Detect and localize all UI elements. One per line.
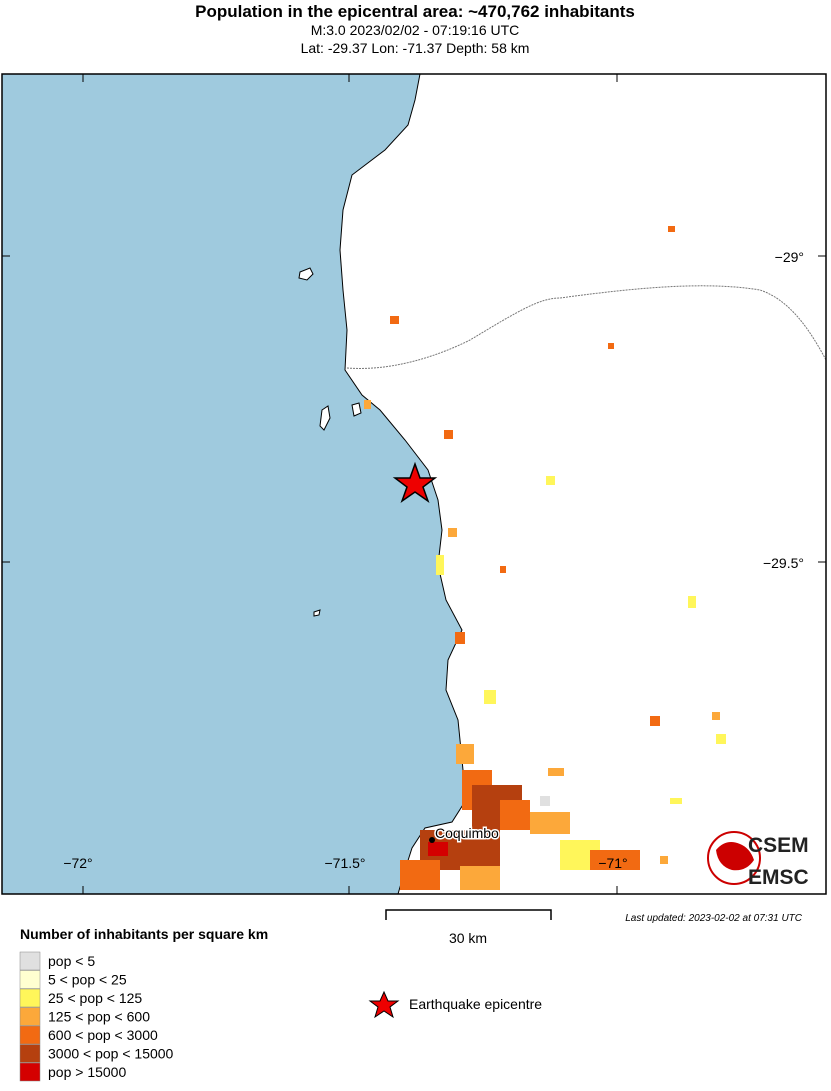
- epicentre: [392, 461, 438, 503]
- city-marker: [429, 837, 435, 843]
- frame: [1, 73, 827, 895]
- legend-label: 5 < pop < 25: [48, 972, 127, 988]
- lat-label: −29°: [775, 249, 804, 265]
- legend-swatch: [19, 988, 41, 1008]
- legend-swatch: [19, 970, 41, 989]
- logo-text: EMSC: [748, 866, 809, 889]
- legend-label: 25 < pop < 125: [48, 990, 142, 1006]
- logo: CSEM EMSC: [707, 831, 809, 889]
- event-info: M:3.0 2023/02/02 - 07:19:16 UTC: [311, 22, 520, 38]
- sea: [1, 73, 467, 895]
- ticks: [2, 74, 826, 894]
- legend-label: pop > 15000: [48, 1064, 126, 1080]
- islands: [298, 267, 362, 617]
- lon-label: −71°: [598, 855, 627, 871]
- legend-swatch: [19, 1044, 41, 1063]
- legend-label: 3000 < pop < 15000: [48, 1046, 174, 1062]
- legend-label: 125 < pop < 600: [48, 1009, 150, 1025]
- border: [346, 285, 827, 369]
- lon-label: −71.5°: [324, 855, 365, 871]
- legend-star: [368, 990, 400, 1019]
- legend-epicentre: Earthquake epicentre: [409, 996, 542, 1012]
- legend: Number of inhabitants per square km pop …: [19, 926, 542, 1082]
- scale-bar: 30 km: [385, 909, 552, 946]
- lat-label: −29.5°: [763, 555, 804, 571]
- population-cells: [364, 226, 726, 890]
- legend-swatch: [19, 1007, 41, 1026]
- map: Coquimbo −29° −29.5° −72° −71.5° −71° CS…: [1, 73, 827, 895]
- scale-label: 30 km: [449, 930, 487, 946]
- legend-swatch: [19, 1025, 41, 1045]
- title: Population in the epicentral area: ~470,…: [195, 2, 635, 21]
- location-info: Lat: -29.37 Lon: -71.37 Depth: 58 km: [301, 40, 530, 56]
- lon-label: −72°: [63, 855, 92, 871]
- legend-label: 600 < pop < 3000: [48, 1027, 158, 1043]
- updated: Last updated: 2023-02-02 at 07:31 UTC: [625, 913, 803, 924]
- logo-text: CSEM: [748, 834, 809, 857]
- legend-title: Number of inhabitants per square km: [20, 926, 268, 942]
- legend-swatch: [19, 951, 41, 971]
- legend-label: pop < 5: [48, 953, 95, 969]
- legend-swatch: [19, 1062, 41, 1082]
- city-label: Coquimbo: [435, 825, 499, 841]
